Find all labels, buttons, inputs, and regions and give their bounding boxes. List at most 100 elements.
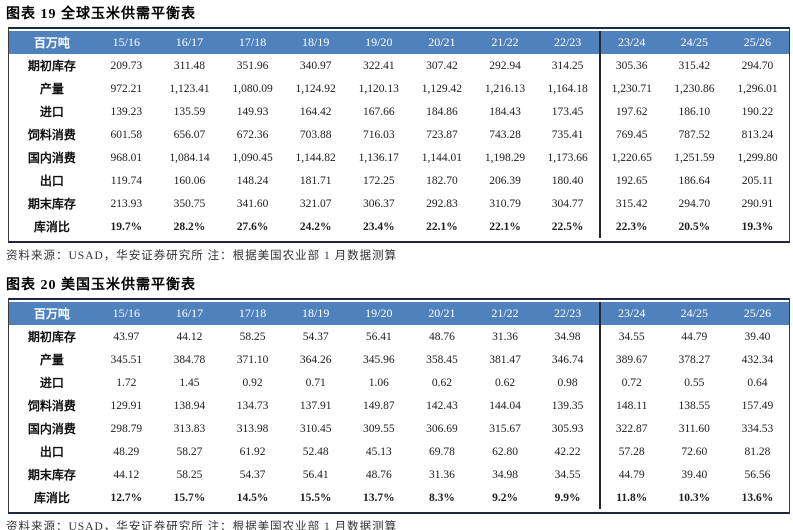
value-cell: 56.56	[744, 468, 771, 481]
value-cell: 1,090.45	[232, 151, 273, 164]
year-column-header: 19/20	[347, 302, 411, 325]
value-cell: 139.35	[551, 399, 584, 412]
value-cell: 135.59	[173, 105, 206, 118]
value-cell: 22.1%	[489, 220, 521, 233]
value-cell: 358.45	[426, 353, 458, 366]
value-cell: 192.65	[598, 169, 663, 192]
value-cell: 13.6%	[741, 491, 774, 504]
value-cell: 305.93	[551, 422, 584, 435]
value-cell: 1,080.09	[232, 82, 273, 95]
year-column-header: 23/24	[598, 31, 663, 54]
value-cell: 72.60	[681, 445, 708, 458]
value-cell: 31.36	[492, 330, 518, 343]
value-cell: 1.72	[116, 376, 137, 389]
value-cell: 164.42	[299, 105, 332, 118]
value-cell: 723.87	[426, 128, 458, 141]
value-cell: 44.79	[681, 330, 708, 343]
value-cell: 0.64	[747, 376, 768, 389]
value-cell: 48.76	[428, 330, 455, 343]
value-cell: 157.49	[741, 399, 774, 412]
value-cell: 371.10	[236, 353, 269, 366]
us-corn-table-frame: 百万吨 15/16 16/17 17/18 18/19 19/20 20/21 21/22 2…	[8, 298, 790, 514]
value-cell: 81.28	[744, 445, 771, 458]
value-cell: 601.58	[110, 128, 143, 141]
value-cell: 322.41	[362, 59, 395, 72]
value-cell: 311.48	[173, 59, 206, 72]
value-cell: 0.92	[242, 376, 263, 389]
value-cell: 197.62	[598, 100, 663, 123]
value-cell: 138.94	[173, 399, 206, 412]
value-cell: 345.51	[110, 353, 143, 366]
value-cell: 58.25	[176, 468, 203, 481]
year-column-header: 16/17	[157, 31, 222, 54]
value-cell: 9.2%	[492, 491, 518, 504]
value-cell: 305.36	[598, 54, 663, 77]
row-label: 饲料消费	[27, 128, 76, 142]
value-cell: 39.40	[681, 468, 708, 481]
value-cell: 172.25	[362, 174, 395, 187]
value-cell: 52.48	[302, 445, 329, 458]
value-cell: 14.5%	[236, 491, 269, 504]
unit-header: 百万吨	[9, 31, 95, 54]
value-cell: 813.24	[741, 128, 774, 141]
value-cell: 306.37	[362, 197, 395, 210]
table-row: 库消比 19.7% 28.2% 27.6% 24.2% 23.4% 22.1% 22.1% 22…	[9, 215, 789, 238]
value-cell: 12.7%	[110, 491, 143, 504]
value-cell: 389.67	[598, 348, 663, 371]
figure-19-title: 图表 19 全球玉米供需平衡表	[6, 7, 196, 22]
value-cell: 142.43	[426, 399, 458, 412]
value-cell: 209.73	[110, 59, 143, 72]
value-cell: 322.87	[598, 417, 663, 440]
row-label: 进口	[39, 105, 64, 119]
value-cell: 31.36	[428, 468, 455, 481]
value-cell: 48.29	[113, 445, 140, 458]
value-cell: 310.79	[489, 197, 521, 210]
row-label: 进口	[39, 376, 64, 390]
value-cell: 15.7%	[173, 491, 206, 504]
year-column-header: 19/20	[347, 31, 411, 54]
row-label: 期初库存	[27, 330, 76, 344]
row-label: 出口	[39, 445, 64, 459]
value-cell: 364.26	[299, 353, 332, 366]
value-cell: 34.55	[554, 468, 581, 481]
value-cell: 24.2%	[299, 220, 332, 233]
value-cell: 34.98	[554, 330, 581, 343]
value-cell: 1,144.01	[421, 151, 463, 164]
value-cell: 1,136.17	[358, 151, 399, 164]
source-note-figure19: 资料来源：USAD，华安证券研究所 注：根据美国农业部 1 月数据测算	[6, 250, 398, 262]
value-cell: 313.83	[173, 422, 206, 435]
table-row: 产量 345.51 384.78 371.10 364.26 345.96 358.45 38…	[9, 348, 789, 371]
value-cell: 149.93	[236, 105, 269, 118]
value-cell: 0.71	[305, 376, 326, 389]
table-row: 国内消费 298.79 313.83 313.98 310.45 309.55 306.69…	[9, 417, 789, 440]
value-cell: 0.62	[431, 376, 452, 389]
value-cell: 378.27	[678, 353, 711, 366]
row-label: 期初库存	[27, 59, 76, 73]
value-cell: 134.73	[236, 399, 269, 412]
value-cell: 306.69	[426, 422, 458, 435]
year-column-header: 20/21	[410, 302, 474, 325]
value-cell: 48.76	[365, 468, 392, 481]
value-cell: 19.3%	[741, 220, 774, 233]
value-cell: 294.70	[678, 197, 711, 210]
value-cell: 180.40	[551, 174, 584, 187]
value-cell: 292.83	[426, 197, 458, 210]
year-column-header: 22/23	[536, 31, 600, 54]
value-cell: 1,084.14	[169, 151, 210, 164]
row-label: 国内消费	[27, 422, 76, 436]
value-cell: 381.47	[489, 353, 521, 366]
value-cell: 432.34	[741, 353, 774, 366]
figure-20-title: 图表 20 美国玉米供需平衡表	[6, 278, 196, 293]
value-cell: 167.66	[362, 105, 395, 118]
value-cell: 1,230.71	[598, 77, 663, 100]
value-cell: 294.70	[741, 59, 774, 72]
value-cell: 1,144.82	[295, 151, 336, 164]
value-cell: 186.10	[678, 105, 711, 118]
value-cell: 13.7%	[362, 491, 395, 504]
value-cell: 351.96	[236, 59, 269, 72]
value-cell: 34.55	[598, 325, 663, 348]
table-row: 期末库存 213.93 350.75 341.60 321.07 306.37 292.83…	[9, 192, 789, 215]
value-cell: 304.77	[551, 197, 584, 210]
value-cell: 148.11	[598, 394, 663, 417]
